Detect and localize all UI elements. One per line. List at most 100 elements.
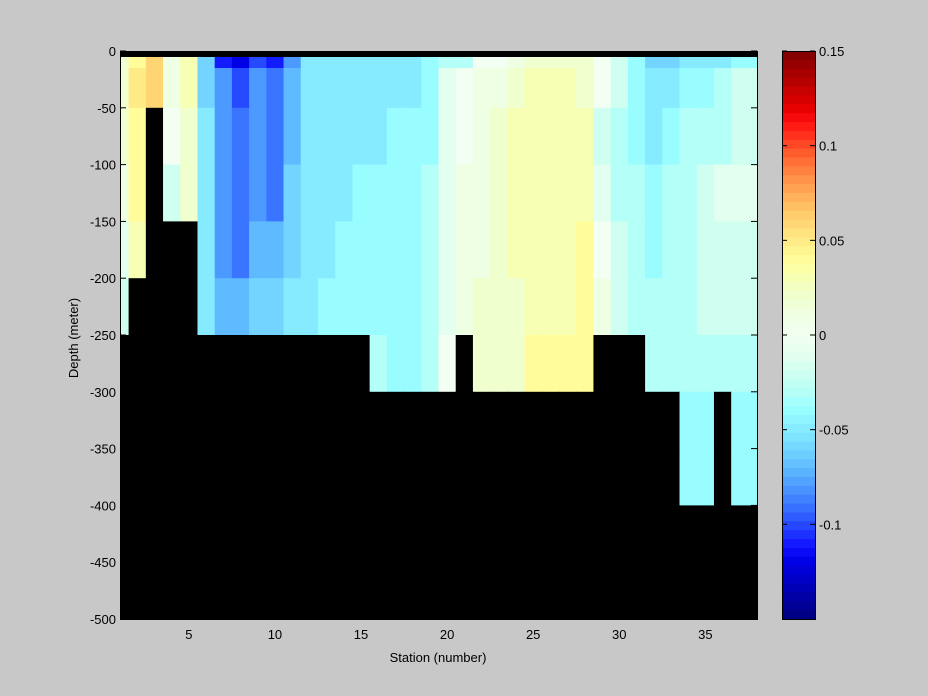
heatmap-cell: [696, 391, 715, 450]
heatmap-cell: [438, 335, 457, 393]
heatmap-cell: [421, 448, 440, 506]
heatmap-cell: [180, 505, 199, 563]
heatmap-cell: [645, 68, 663, 109]
colorbar-swatch: [782, 148, 815, 159]
heatmap-cell: [369, 562, 388, 620]
heatmap-cell: [455, 68, 474, 109]
colorbar-swatch: [782, 95, 815, 105]
heatmap-cell: [163, 335, 181, 393]
heatmap-cell: [120, 164, 130, 222]
heatmap-cell: [317, 391, 336, 450]
heatmap-cell: [731, 164, 758, 222]
heatmap-cell: [472, 278, 491, 336]
colorbar-swatch: [782, 237, 815, 247]
colorbar-tick-label: 0.15: [819, 44, 844, 59]
heatmap-cell: [145, 107, 164, 166]
heatmap-cell: [145, 335, 164, 393]
heatmap-cell: [645, 107, 663, 166]
heatmap-cell: [317, 278, 336, 336]
heatmap-cell: [679, 335, 698, 393]
heatmap-cell: [507, 68, 526, 109]
x-axis: 5 10 15 20 25 30 35: [185, 51, 713, 642]
heatmap-cell: [455, 505, 474, 563]
heatmap-cell: [369, 221, 388, 279]
heatmap-cell: [507, 278, 526, 336]
heatmap-cell: [128, 562, 147, 620]
colorbar-swatch: [782, 477, 815, 487]
heatmap-cell: [249, 505, 267, 563]
heatmap-cell: [214, 505, 233, 563]
heatmap-cell: [404, 562, 422, 620]
heatmap-cell: [662, 278, 681, 336]
heatmap-cell: [317, 221, 336, 279]
heatmap-cell: [214, 391, 233, 450]
heatmap-cell: [386, 335, 405, 393]
heatmap-cell: [128, 164, 147, 222]
heatmap-cell: [180, 335, 199, 393]
y-axis-label: Depth (meter): [66, 298, 81, 378]
y-tick-label: -200: [90, 271, 116, 286]
heatmap-cell: [524, 505, 543, 563]
heatmap-cell: [335, 448, 354, 506]
heatmap-cell: [679, 562, 698, 620]
colorbar-tick-label: 0: [819, 328, 826, 343]
heatmap-cell: [369, 68, 388, 109]
heatmap-cell: [197, 164, 216, 222]
y-tick-label: -500: [90, 612, 116, 627]
heatmap-cell: [576, 335, 595, 393]
heatmap-cell: [576, 391, 595, 450]
colorbar-swatch: [782, 565, 815, 576]
heatmap-cell: [231, 221, 250, 279]
heatmap-cell: [352, 107, 371, 166]
heatmap-cell: [662, 448, 681, 506]
colorbar-swatch: [782, 104, 815, 114]
colorbar: [782, 51, 816, 620]
heatmap-cell: [180, 164, 199, 222]
heatmap-cell: [180, 221, 199, 279]
heatmap-cell: [369, 505, 388, 563]
colorbar-swatch: [782, 228, 815, 238]
heatmap-cell: [249, 164, 267, 222]
heatmap-cell: [679, 391, 698, 450]
heatmap-cells: [120, 51, 758, 620]
heatmap-cell: [679, 505, 698, 563]
heatmap-cell: [593, 164, 612, 222]
heatmap-cell: [541, 107, 560, 166]
heatmap-cell: [214, 335, 233, 393]
heatmap-cell: [386, 164, 405, 222]
y-tick-label: -400: [90, 498, 116, 513]
heatmap-cell: [662, 505, 681, 563]
heatmap-cell: [266, 335, 285, 393]
heatmap-cell: [438, 505, 457, 563]
heatmap-cell: [317, 562, 336, 620]
heatmap-cell: [662, 335, 681, 393]
heatmap-cell: [662, 164, 681, 222]
heatmap-cell: [662, 562, 681, 620]
heatmap-cell: [386, 391, 405, 450]
heatmap-cell: [507, 107, 526, 166]
heatmap-cell: [283, 335, 302, 393]
heatmap-cell: [541, 562, 560, 620]
heatmap-cell: [197, 562, 216, 620]
y-tick-label: -50: [97, 101, 116, 116]
colorbar-swatch: [782, 414, 815, 425]
heatmap-cell: [472, 68, 491, 109]
heatmap-cell: [266, 278, 285, 336]
heatmap-cell: [679, 221, 698, 279]
heatmap-cell: [404, 68, 422, 109]
heatmap-cell: [731, 448, 758, 506]
heatmap-cell: [386, 278, 405, 336]
heatmap-cell: [335, 391, 354, 450]
heatmap-cell: [120, 107, 130, 166]
heatmap-cell: [731, 391, 758, 450]
heatmap-cell: [507, 448, 526, 506]
heatmap-cell: [507, 391, 526, 450]
heatmap-cell: [352, 335, 371, 393]
heatmap-cell: [455, 107, 474, 166]
heatmap-cell: [283, 278, 302, 336]
heatmap-cell: [369, 164, 388, 222]
heatmap-cell: [352, 448, 371, 506]
heatmap-cell: [352, 164, 371, 222]
colorbar-swatch: [782, 113, 815, 123]
colorbar-swatch: [782, 388, 815, 398]
